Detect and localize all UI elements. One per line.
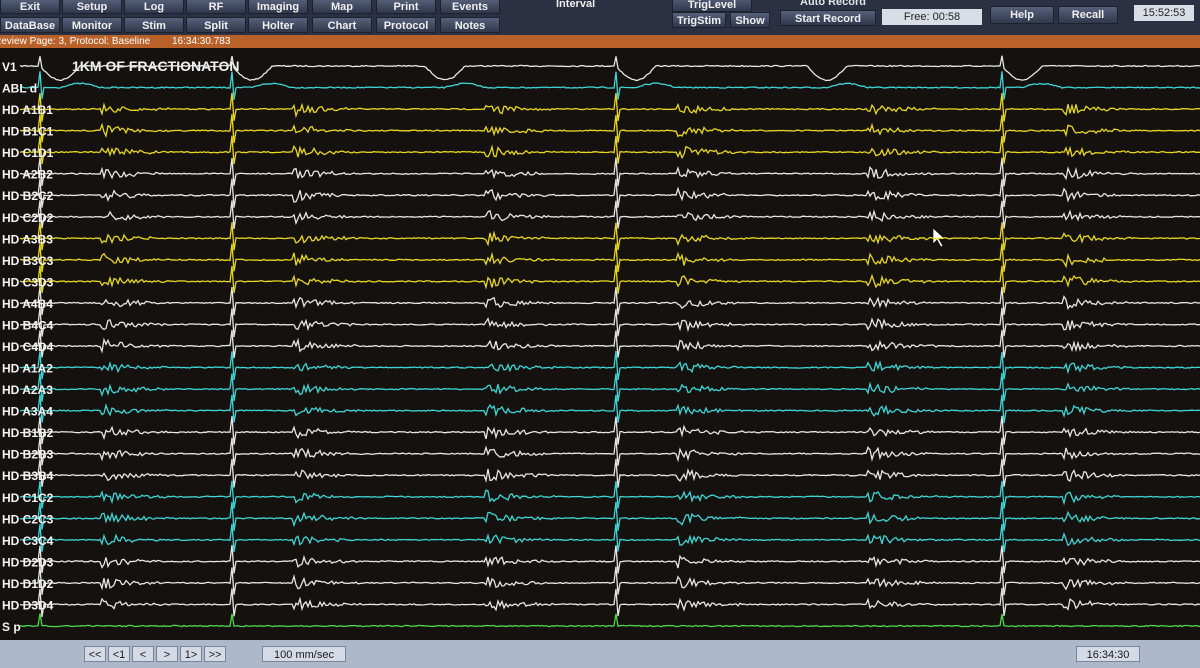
toolbar-button[interactable]: Imaging	[248, 0, 308, 14]
signal-trace	[19, 501, 1200, 532]
channel-label: HD A1A2	[2, 362, 53, 376]
channel-label: HD A2A3	[2, 383, 53, 397]
channel-label: V1	[2, 60, 17, 74]
toolbar-button[interactable]: Stim	[124, 17, 184, 33]
mouse-cursor	[932, 227, 946, 248]
free-time: Free: 00:58	[882, 9, 982, 25]
signal-trace	[19, 243, 1200, 273]
status-bar: Review Page: 3, Protocol: Baseline 16:34…	[0, 35, 1200, 48]
signal-trace	[19, 222, 1200, 251]
signal-trace	[19, 587, 1200, 618]
channel-label: S p	[2, 620, 21, 634]
interval-check[interactable]: Interval	[556, 0, 596, 10]
channel-label: HD B2C2	[2, 189, 54, 203]
toolbar-button[interactable]: Monitor	[62, 17, 122, 33]
channel-label: HD C1D1	[2, 146, 54, 160]
toolbar-button[interactable]: RF	[186, 0, 246, 14]
channel-label: HD D3D4	[2, 598, 54, 612]
auto-record[interactable]: Auto Record	[800, 0, 866, 8]
clock: 15:52:53	[1134, 5, 1194, 21]
signal-trace	[19, 329, 1200, 359]
playback-time: 16:34:30	[1076, 646, 1140, 662]
toolbar-button[interactable]: Holter	[248, 17, 308, 33]
signal-trace	[19, 178, 1200, 208]
channel-label: HD A3A4	[2, 405, 53, 419]
channel-label: HD D1D2	[2, 577, 54, 591]
playback-button[interactable]: 1>	[180, 646, 202, 662]
playback-button[interactable]: >	[156, 646, 178, 662]
playback-button[interactable]: <<	[84, 646, 106, 662]
channel-label: HD C4D4	[2, 340, 54, 354]
toolbar-button[interactable]: Protocol	[376, 17, 436, 33]
signal-trace	[19, 286, 1200, 316]
toolbar-button[interactable]: Notes	[440, 17, 500, 33]
signal-trace	[19, 544, 1200, 574]
toolbar-button[interactable]: Exit	[0, 0, 60, 14]
playback-bar: 100 mm/sec 16:34:30 << <1 < >1> >>	[0, 640, 1200, 668]
channel-label: HD B1B2	[2, 426, 54, 440]
signal-trace	[19, 523, 1200, 553]
channel-label: HD C2C3	[2, 512, 54, 526]
plot-bg	[0, 48, 1200, 640]
signal-trace	[19, 55, 1200, 82]
channel-label: HD A2B2	[2, 168, 53, 182]
channel-label: HD C2D2	[2, 211, 54, 225]
recall[interactable]: Recall	[1058, 6, 1118, 24]
toolbar: Interval TrigLevel TrigStim Show Auto Re…	[0, 0, 1200, 35]
playback-button[interactable]: >>	[204, 646, 226, 662]
channel-label: HD D2D3	[2, 555, 54, 569]
channel-label: HD B4C4	[2, 318, 54, 332]
speed[interactable]: 100 mm/sec	[262, 646, 346, 662]
start-record[interactable]: Start Record	[780, 10, 876, 26]
toolbar-button[interactable]: Map	[312, 0, 372, 14]
channel-label: HD C3D3	[2, 275, 54, 289]
toolbar-button[interactable]: DataBase	[0, 17, 60, 33]
signal-trace	[19, 264, 1200, 294]
show[interactable]: Show	[730, 12, 770, 28]
channel-label: HD B3B4	[2, 469, 54, 483]
channel-label: HD B1C1	[2, 125, 54, 139]
channel-label: HD A3B3	[2, 232, 53, 246]
signal-trace	[19, 372, 1200, 402]
signal-trace	[19, 458, 1200, 488]
toolbar-button[interactable]: Chart	[312, 17, 372, 33]
signal-trace	[19, 437, 1200, 466]
playback-button[interactable]: <	[132, 646, 154, 662]
channel-label: HD B2B3	[2, 448, 54, 462]
channel-label: HD A4B4	[2, 297, 53, 311]
trig-stim[interactable]: TrigStim	[672, 12, 726, 28]
channel-label: ABL d	[2, 82, 37, 96]
signal-trace	[19, 415, 1200, 445]
help[interactable]: Help	[990, 6, 1054, 24]
signal-trace	[19, 135, 1200, 165]
channel-label: HD C3C4	[2, 534, 54, 548]
toolbar-button[interactable]: Log	[124, 0, 184, 14]
toolbar-button[interactable]: Print	[376, 0, 436, 14]
signal-trace	[19, 613, 1200, 628]
signal-trace	[19, 307, 1200, 338]
trig-level[interactable]: TrigLevel	[672, 0, 752, 12]
toolbar-button[interactable]: Split	[186, 17, 246, 33]
signal-trace	[19, 71, 1200, 100]
signal-trace	[19, 480, 1200, 509]
signal-trace	[19, 157, 1200, 187]
toolbar-button[interactable]: Setup	[62, 0, 122, 14]
playback-button[interactable]: <1	[108, 646, 130, 662]
channel-label: HD B3C3	[2, 254, 54, 268]
channel-label: HD A1B1	[2, 103, 53, 117]
signal-trace	[19, 114, 1200, 144]
page-time: 16:34:30.783	[172, 36, 231, 47]
signal-trace	[19, 566, 1200, 596]
signal-trace	[19, 200, 1200, 230]
page-info: Review Page: 3, Protocol: Baseline	[0, 36, 151, 47]
signal-trace	[19, 350, 1200, 381]
channel-label: HD C1C2	[2, 491, 54, 505]
signal-trace	[20, 92, 1200, 122]
toolbar-button[interactable]: Events	[440, 0, 500, 14]
signal-trace	[19, 394, 1200, 424]
